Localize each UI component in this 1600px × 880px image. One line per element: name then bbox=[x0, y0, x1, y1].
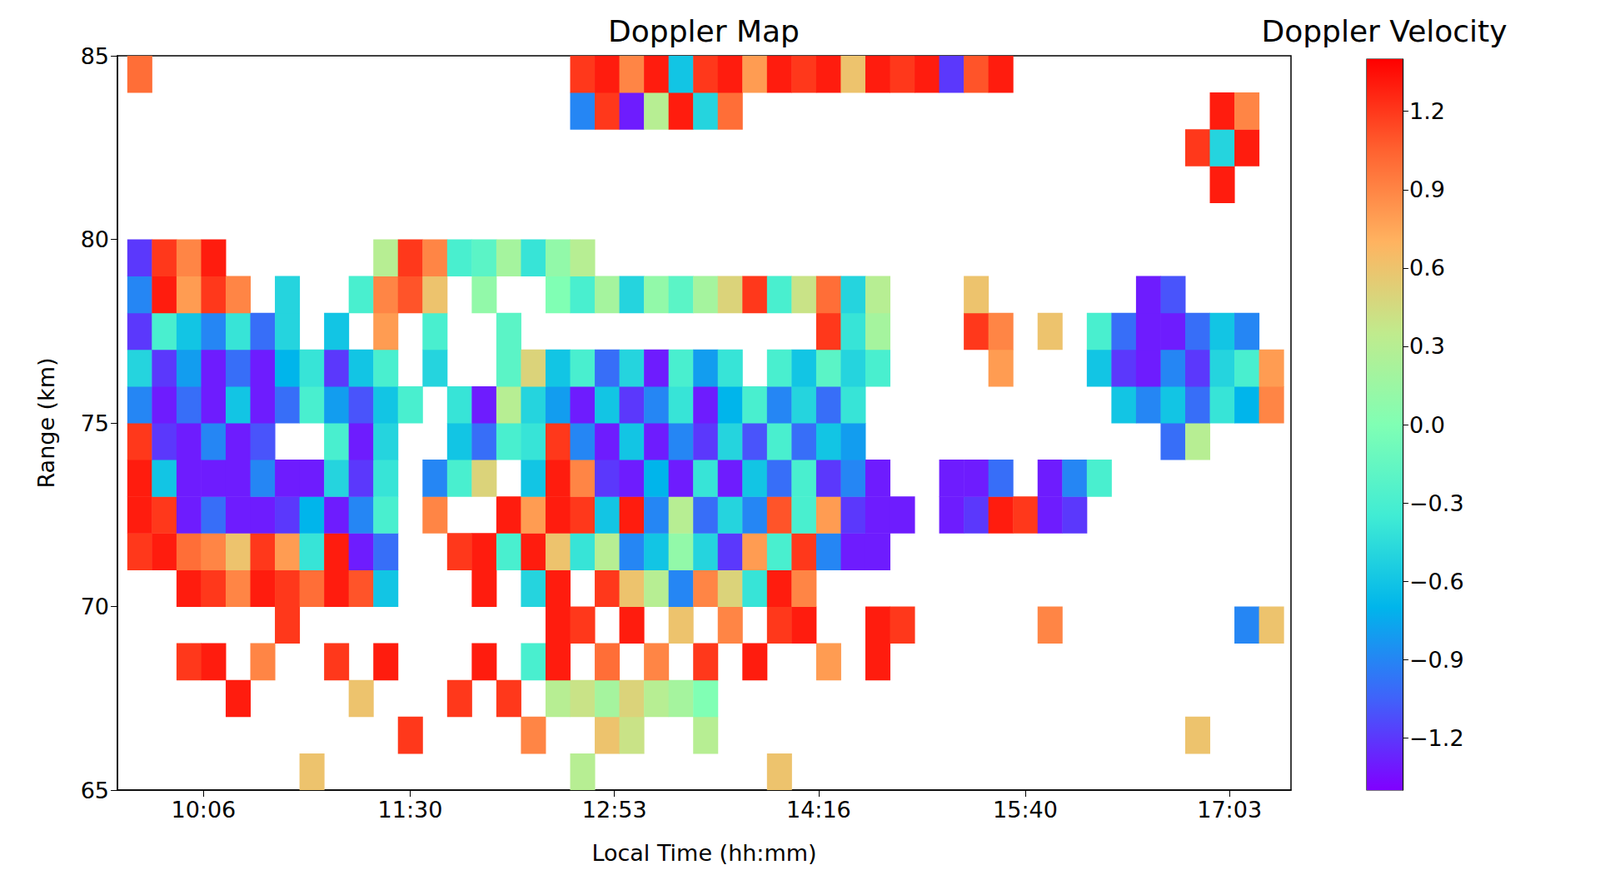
svg-text:14:16: 14:16 bbox=[786, 797, 852, 823]
svg-text:65: 65 bbox=[80, 777, 110, 804]
svg-text:0.9: 0.9 bbox=[1409, 176, 1446, 203]
svg-text:80: 80 bbox=[80, 226, 110, 253]
svg-text:15:40: 15:40 bbox=[992, 797, 1058, 823]
svg-text:Local Time (hh:mm): Local Time (hh:mm) bbox=[591, 840, 817, 867]
svg-text:17:03: 17:03 bbox=[1196, 797, 1262, 823]
svg-text:Doppler Map: Doppler Map bbox=[608, 14, 800, 49]
svg-text:−1.2: −1.2 bbox=[1409, 725, 1465, 752]
svg-text:12:53: 12:53 bbox=[582, 797, 648, 823]
svg-text:−0.3: −0.3 bbox=[1409, 490, 1465, 517]
svg-text:−0.6: −0.6 bbox=[1409, 568, 1465, 595]
svg-text:0.3: 0.3 bbox=[1409, 333, 1446, 359]
svg-text:1.2: 1.2 bbox=[1409, 98, 1446, 125]
svg-text:0.6: 0.6 bbox=[1409, 254, 1446, 281]
svg-text:75: 75 bbox=[80, 410, 110, 437]
svg-text:Range (km): Range (km) bbox=[33, 357, 60, 489]
svg-text:Doppler Velocity: Doppler Velocity bbox=[1261, 14, 1507, 49]
svg-text:11:30: 11:30 bbox=[378, 797, 444, 823]
svg-text:10:06: 10:06 bbox=[170, 797, 236, 823]
svg-text:70: 70 bbox=[80, 593, 110, 620]
svg-text:−0.9: −0.9 bbox=[1409, 647, 1465, 673]
svg-text:0.0: 0.0 bbox=[1409, 412, 1446, 439]
svg-text:85: 85 bbox=[80, 43, 110, 70]
